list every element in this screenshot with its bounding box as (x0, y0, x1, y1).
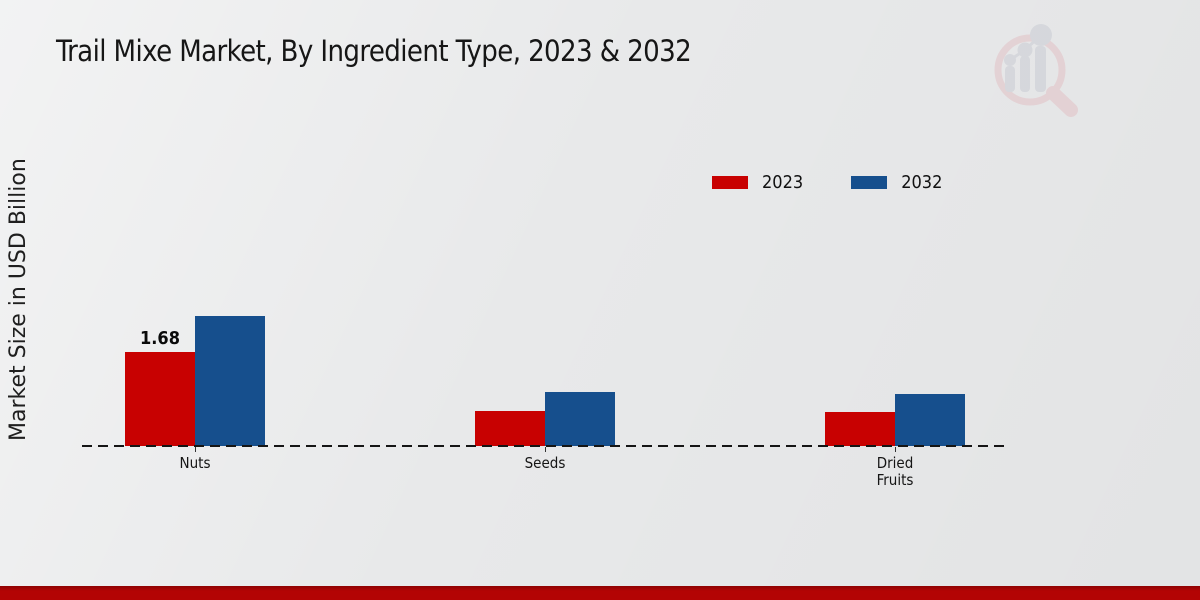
bar-value-label-2023-nuts: 1.68 (140, 328, 180, 349)
legend-label-2032: 2032 (901, 172, 943, 193)
footer-accent-bar (0, 586, 1200, 600)
x-axis-category-label-dried-fruits: Dried Fruits (876, 454, 914, 489)
x-axis-tick-seeds (545, 447, 546, 452)
x-axis-category-label-nuts: Nuts (179, 454, 211, 472)
bar-2023-nuts (125, 352, 195, 446)
bar-2023-seeds (475, 411, 545, 446)
x-axis-category-label-seeds: Seeds (524, 454, 566, 472)
chart-title: Trail Mixe Market, By Ingredient Type, 2… (56, 34, 692, 68)
legend: 2023 2032 (712, 172, 942, 193)
legend-item-2023: 2023 (712, 172, 803, 193)
x-axis-tick-dried-fruits (895, 447, 896, 452)
bar-2032-nuts (195, 316, 265, 446)
bar-2032-dried-fruits (895, 394, 965, 446)
legend-item-2032: 2032 (851, 172, 942, 193)
legend-label-2023: 2023 (762, 172, 804, 193)
x-axis-baseline (82, 445, 1007, 447)
bar-2023-dried-fruits (825, 412, 895, 446)
legend-swatch-2023-icon (712, 176, 748, 189)
x-axis-tick-nuts (195, 447, 196, 452)
bar-2032-seeds (545, 392, 615, 446)
legend-swatch-2032-icon (851, 176, 888, 189)
magnifier-bar-chart-logo-icon (994, 24, 1078, 117)
